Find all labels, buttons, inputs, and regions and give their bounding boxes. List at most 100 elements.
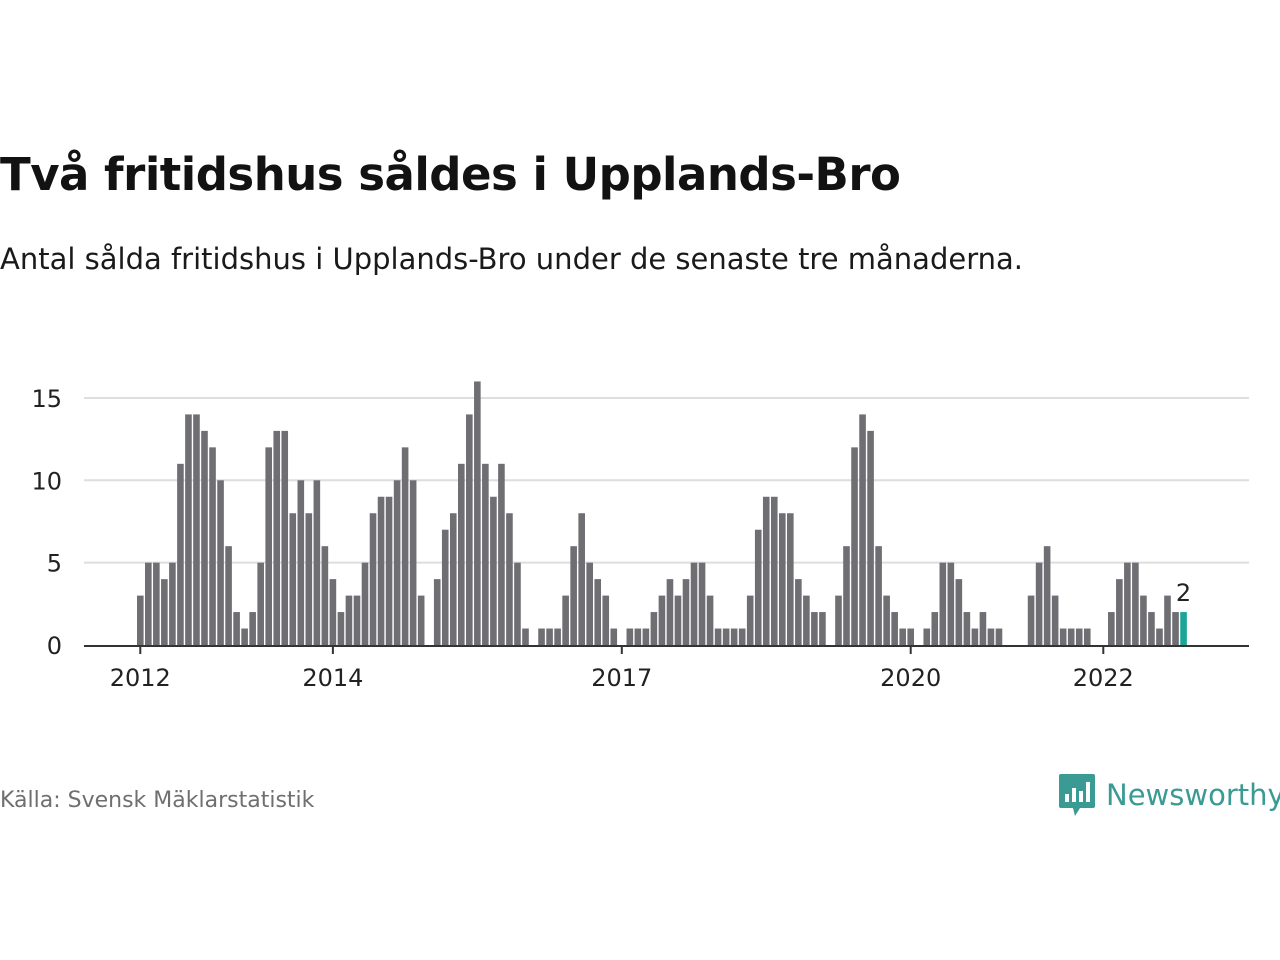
bar bbox=[265, 447, 272, 645]
chart-title: Två fritidshus såldes i Upplands-Bro bbox=[0, 148, 901, 201]
bar bbox=[409, 480, 417, 645]
bar bbox=[899, 628, 906, 645]
bar bbox=[257, 562, 264, 645]
bar bbox=[1067, 628, 1075, 645]
bar bbox=[474, 381, 481, 645]
bar bbox=[690, 562, 698, 645]
bar-chart: 0 5 10 15 2012 2014 2017 2020 2022 2 bbox=[31, 381, 1249, 692]
bar bbox=[217, 480, 224, 645]
bar bbox=[458, 463, 465, 645]
bar bbox=[650, 612, 658, 645]
bar bbox=[754, 529, 762, 645]
bar bbox=[746, 595, 754, 645]
bar bbox=[546, 628, 553, 645]
bar bbox=[1083, 628, 1091, 645]
bar bbox=[169, 562, 176, 645]
bar bbox=[193, 414, 200, 645]
bar bbox=[1043, 546, 1051, 645]
bar bbox=[1164, 595, 1171, 645]
bar bbox=[875, 546, 882, 645]
bar bbox=[722, 628, 730, 645]
bar bbox=[738, 628, 746, 645]
bar bbox=[1116, 579, 1123, 645]
bar bbox=[674, 595, 682, 645]
brand-name: Newsworthy bbox=[1106, 778, 1280, 812]
bar bbox=[891, 612, 898, 645]
bar bbox=[859, 414, 866, 645]
bar bbox=[1140, 595, 1147, 645]
bar bbox=[273, 430, 281, 645]
bar bbox=[225, 546, 232, 645]
bar bbox=[329, 579, 337, 645]
bar bbox=[337, 612, 345, 645]
bar bbox=[233, 612, 240, 645]
bar bbox=[305, 513, 313, 645]
x-tick-label: 2022 bbox=[1073, 664, 1134, 692]
bar bbox=[602, 595, 610, 645]
bar bbox=[506, 513, 513, 645]
bar bbox=[385, 496, 393, 645]
y-axis-ticks: 0 5 10 15 bbox=[31, 385, 62, 660]
bar bbox=[297, 480, 305, 645]
bar bbox=[955, 579, 963, 645]
bar bbox=[554, 628, 561, 645]
bar bbox=[1132, 562, 1139, 645]
bar bbox=[538, 628, 545, 645]
source-note: Källa: Svensk Mäklarstatistik bbox=[0, 788, 315, 813]
bar bbox=[923, 628, 931, 645]
y-tick-label: 15 bbox=[31, 385, 62, 413]
bar bbox=[185, 414, 192, 645]
bar bbox=[835, 595, 842, 645]
bar bbox=[634, 628, 642, 645]
bar bbox=[1075, 628, 1083, 645]
bar bbox=[714, 628, 722, 645]
bar bbox=[482, 463, 489, 645]
bar bbox=[578, 513, 585, 645]
bar bbox=[570, 546, 577, 645]
bar bbox=[1124, 562, 1131, 645]
bar bbox=[1172, 612, 1179, 645]
bar bbox=[361, 562, 369, 645]
bar bbox=[971, 628, 979, 645]
bar bbox=[642, 628, 650, 645]
bar bbox=[449, 513, 457, 645]
bar bbox=[1051, 595, 1059, 645]
bar bbox=[931, 612, 939, 645]
bar bbox=[153, 562, 160, 645]
bar bbox=[281, 430, 289, 645]
bar bbox=[851, 447, 858, 645]
bar bbox=[353, 595, 361, 645]
bar bbox=[514, 562, 521, 645]
bar bbox=[498, 463, 505, 645]
x-tick-label: 2020 bbox=[880, 664, 941, 692]
y-tick-label: 10 bbox=[31, 467, 62, 495]
bar bbox=[177, 463, 184, 645]
bar bbox=[819, 612, 826, 645]
bar bbox=[369, 513, 377, 645]
bar bbox=[209, 447, 216, 645]
bar bbox=[883, 595, 890, 645]
data-label: 2 bbox=[1176, 579, 1191, 607]
bar bbox=[161, 579, 168, 645]
bar bbox=[811, 612, 818, 645]
bar bbox=[795, 579, 802, 645]
bars bbox=[137, 381, 1187, 645]
newsworthy-logo: Newsworthy bbox=[1058, 772, 1280, 818]
bar bbox=[1148, 612, 1155, 645]
y-tick-label: 0 bbox=[47, 632, 62, 660]
annotations: 2 bbox=[1176, 579, 1191, 607]
bar bbox=[377, 496, 385, 645]
bar bbox=[779, 513, 786, 645]
bar bbox=[939, 562, 947, 645]
bar bbox=[1027, 595, 1035, 645]
bar bbox=[586, 562, 593, 645]
x-axis-ticks: 2012 2014 2017 2020 2022 bbox=[110, 646, 1134, 692]
bar bbox=[313, 480, 321, 645]
bar bbox=[522, 628, 529, 645]
bar bbox=[610, 628, 618, 645]
bar bbox=[466, 414, 473, 645]
bar bbox=[1108, 612, 1115, 645]
bar bbox=[562, 595, 569, 645]
bar bbox=[987, 628, 995, 645]
bar bbox=[241, 628, 248, 645]
